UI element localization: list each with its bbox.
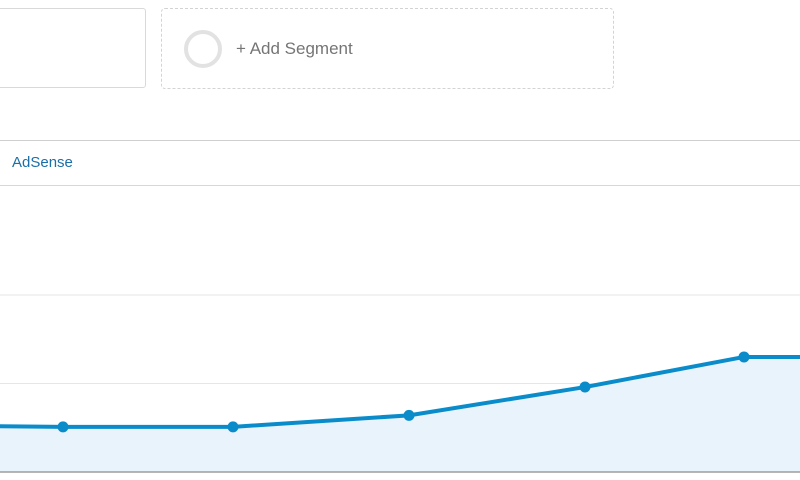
- add-segment-button[interactable]: + Add Segment: [161, 8, 614, 89]
- line-chart: [0, 186, 800, 480]
- segment-placeholder-circle-icon: [184, 29, 222, 68]
- data-point: [57, 421, 69, 433]
- segment-card-all-users[interactable]: [0, 8, 146, 88]
- data-point: [738, 351, 750, 363]
- tab-adsense[interactable]: AdSense: [12, 154, 73, 171]
- data-point: [579, 381, 591, 393]
- line-chart-svg: [0, 294, 800, 473]
- data-point: [227, 421, 239, 433]
- data-point: [403, 409, 415, 421]
- report-tab-strip: AdSense: [0, 140, 800, 186]
- add-segment-label: + Add Segment: [236, 38, 353, 58]
